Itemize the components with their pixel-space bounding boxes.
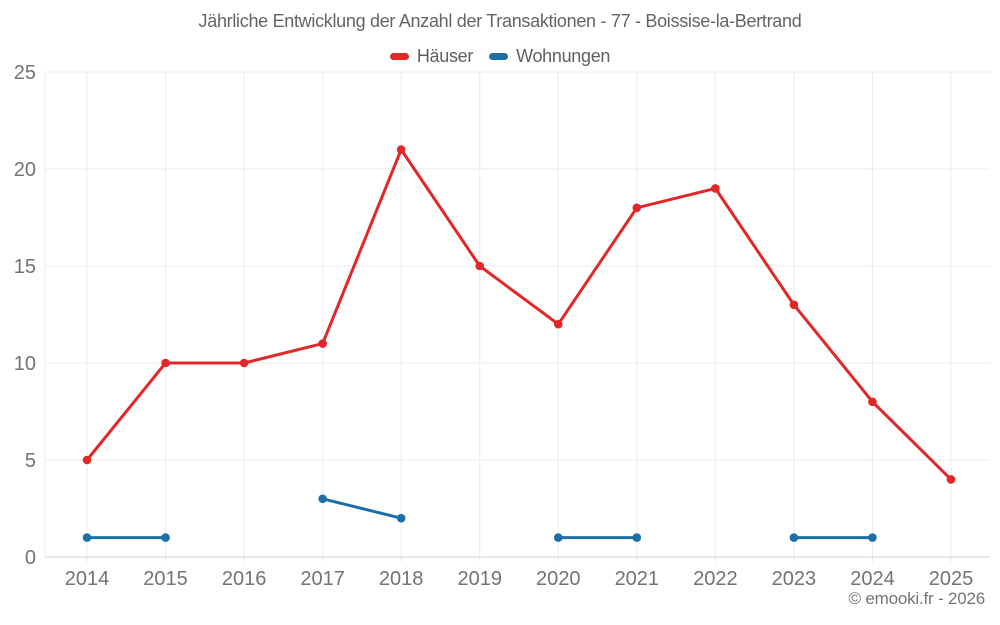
legend-item-wohnungen[interactable]: Wohnungen	[489, 46, 610, 67]
series-line-häuser	[85, 148, 953, 481]
x-tick-label: 2018	[379, 568, 424, 590]
chart-title: Jährliche Entwicklung der Anzahl der Tra…	[198, 11, 802, 31]
data-point-wohnungen-2015[interactable]	[161, 533, 170, 542]
y-tick-label: 20	[14, 159, 36, 181]
x-tick-label: 2022	[693, 568, 738, 590]
data-point-wohnungen-2021[interactable]	[632, 533, 642, 542]
legend-label-haeuser: Häuser	[416, 46, 474, 66]
y-tick-label: 5	[25, 450, 36, 472]
data-point-wohnungen-2024[interactable]	[868, 533, 877, 542]
x-tick-label: 2020	[536, 568, 581, 590]
data-point-wohnungen-2014[interactable]	[82, 533, 92, 542]
legend-swatch-haeuser-icon	[389, 53, 409, 60]
data-point-wohnungen-2017[interactable]	[318, 494, 327, 504]
legend-swatch-wohnungen-icon	[489, 53, 509, 60]
data-point-häuser-2017[interactable]	[318, 339, 327, 348]
legend-item-haeuser[interactable]: Häuser	[389, 46, 474, 67]
x-tick-label: 2016	[222, 568, 267, 590]
x-tick-label: 2021	[615, 568, 660, 590]
chart-legend: Häuser Wohnungen	[0, 46, 1000, 67]
data-point-häuser-2021[interactable]	[632, 203, 642, 213]
y-tick-label: 10	[14, 353, 36, 375]
x-tick-label: 2017	[300, 568, 345, 590]
y-tick-label: 25	[14, 62, 36, 84]
legend-label-wohnungen: Wohnungen	[516, 46, 611, 66]
data-point-häuser-2015[interactable]	[161, 358, 170, 368]
x-tick-label: 2015	[143, 568, 188, 590]
y-tick-label: 0	[25, 547, 36, 569]
data-point-häuser-2022[interactable]	[711, 184, 720, 193]
data-point-wohnungen-2020[interactable]	[553, 533, 563, 542]
series-line-wohnungen	[321, 497, 403, 520]
data-point-häuser-2025[interactable]	[946, 475, 956, 484]
data-point-wohnungen-2023[interactable]	[789, 533, 799, 542]
x-tick-label: 2023	[772, 568, 817, 590]
data-point-häuser-2019[interactable]	[475, 261, 485, 271]
data-point-häuser-2018[interactable]	[396, 145, 406, 154]
copyright-text: © emooki.fr - 2026	[848, 589, 986, 608]
data-point-häuser-2024[interactable]	[868, 397, 877, 407]
x-tick-label: 2014	[65, 568, 110, 590]
data-point-wohnungen-2018[interactable]	[396, 513, 406, 523]
data-point-häuser-2020[interactable]	[553, 319, 563, 329]
x-tick-label: 2025	[929, 568, 974, 590]
data-point-häuser-2023[interactable]	[789, 300, 799, 310]
x-tick-label: 2019	[457, 568, 502, 590]
data-point-häuser-2014[interactable]	[82, 455, 92, 465]
x-tick-label: 2024	[850, 568, 895, 590]
y-tick-label: 15	[14, 256, 36, 278]
data-point-häuser-2016[interactable]	[239, 358, 249, 368]
